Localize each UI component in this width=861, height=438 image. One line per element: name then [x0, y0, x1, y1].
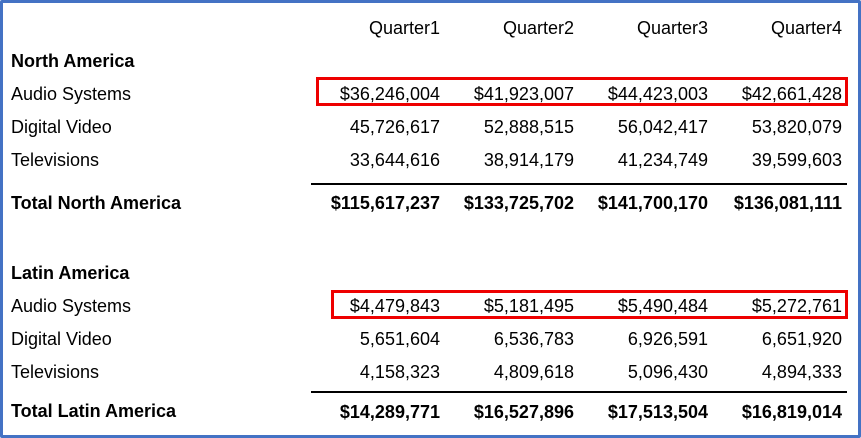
cell-value: 4,158,323	[359, 361, 440, 382]
total-value: $17,513,504	[607, 401, 708, 422]
row-label-digital-video: Digital Video	[11, 116, 112, 137]
cell-value: $41,923,007	[473, 83, 574, 104]
cell-value: $44,423,003	[607, 83, 708, 104]
total-value: $136,081,111	[733, 193, 842, 213]
total-rule-line	[311, 176, 847, 185]
section-title-latin-america: Latin America	[11, 262, 130, 283]
table-row: Audio Systems $36,246,004 $41,923,007 $4…	[8, 77, 847, 110]
cell-value: 39,599,603	[751, 149, 842, 170]
section-header-row: North America	[8, 44, 847, 77]
total-value: $141,700,170	[597, 193, 708, 213]
total-value: $14,289,771	[339, 401, 440, 422]
cell-value: 38,914,179	[483, 149, 574, 170]
cell-value: 56,042,417	[617, 116, 708, 137]
cell-value: 4,894,333	[761, 361, 842, 382]
cell-value: 33,644,616	[349, 149, 440, 170]
total-rule-line	[311, 388, 847, 393]
cell-value: 4,809,618	[493, 361, 574, 382]
total-value: $115,617,237	[330, 193, 440, 213]
table-row: Digital Video 5,651,604 6,536,783 6,926,…	[8, 322, 847, 355]
col-header-quarter3: Quarter3	[636, 17, 708, 38]
cell-value: $42,661,428	[741, 83, 842, 104]
section-header-row: Latin America	[8, 256, 847, 289]
cell-value: 6,926,591	[627, 328, 708, 349]
table-header-row: Quarter1 Quarter2 Quarter3 Quarter4	[8, 11, 847, 44]
total-rule-row	[8, 176, 847, 185]
table-row: Digital Video 45,726,617 52,888,515 56,0…	[8, 110, 847, 143]
cell-value: 52,888,515	[483, 116, 574, 137]
col-header-quarter2: Quarter2	[502, 17, 574, 38]
total-rule-row	[8, 388, 847, 393]
total-row: Total North America $115,617,237 $133,72…	[8, 184, 847, 221]
row-label-televisions: Televisions	[11, 149, 100, 170]
total-row: Total Latin America $14,289,771 $16,527,…	[8, 392, 847, 430]
total-label-latin-america: Total Latin America	[11, 401, 177, 421]
col-header-quarter4: Quarter4	[770, 17, 842, 38]
row-label-televisions: Televisions	[11, 361, 100, 382]
row-label-audio-systems: Audio Systems	[11, 295, 132, 316]
cell-value: 5,096,430	[627, 361, 708, 382]
cell-value: $5,490,484	[617, 295, 708, 316]
corner-cell	[8, 11, 311, 44]
cell-value: 53,820,079	[751, 116, 842, 137]
cell-value: $5,272,761	[751, 295, 842, 316]
highlight-box-la-audio-systems	[331, 290, 848, 319]
cell-value: 6,651,920	[761, 328, 842, 349]
total-value: $133,725,702	[463, 193, 574, 213]
table-row: Televisions 4,158,323 4,809,618 5,096,43…	[8, 355, 847, 388]
table-row: Audio Systems $4,479,843 $5,181,495 $5,4…	[8, 289, 847, 322]
cell-value: $5,181,495	[483, 295, 574, 316]
cell-value: 45,726,617	[349, 116, 440, 137]
total-value: $16,527,896	[473, 401, 574, 422]
row-label-audio-systems: Audio Systems	[11, 83, 132, 104]
table-row: Televisions 33,644,616 38,914,179 41,234…	[8, 143, 847, 176]
cell-value: 6,536,783	[493, 328, 574, 349]
row-label-digital-video: Digital Video	[11, 328, 112, 349]
regional-sales-table: Quarter1 Quarter2 Quarter3 Quarter4 Nort…	[8, 11, 847, 430]
col-header-quarter1: Quarter1	[368, 17, 440, 38]
cell-value: 41,234,749	[617, 149, 708, 170]
cell-value: $4,479,843	[349, 295, 440, 316]
highlight-box-na-audio-systems	[316, 77, 848, 106]
section-title-north-america: North America	[11, 50, 135, 71]
total-value: $16,819,014	[741, 401, 842, 422]
cell-value: 5,651,604	[359, 328, 440, 349]
total-label-north-america: Total North America	[11, 192, 182, 213]
cell-value: $36,246,004	[339, 83, 440, 104]
section-spacer-row	[8, 221, 847, 256]
